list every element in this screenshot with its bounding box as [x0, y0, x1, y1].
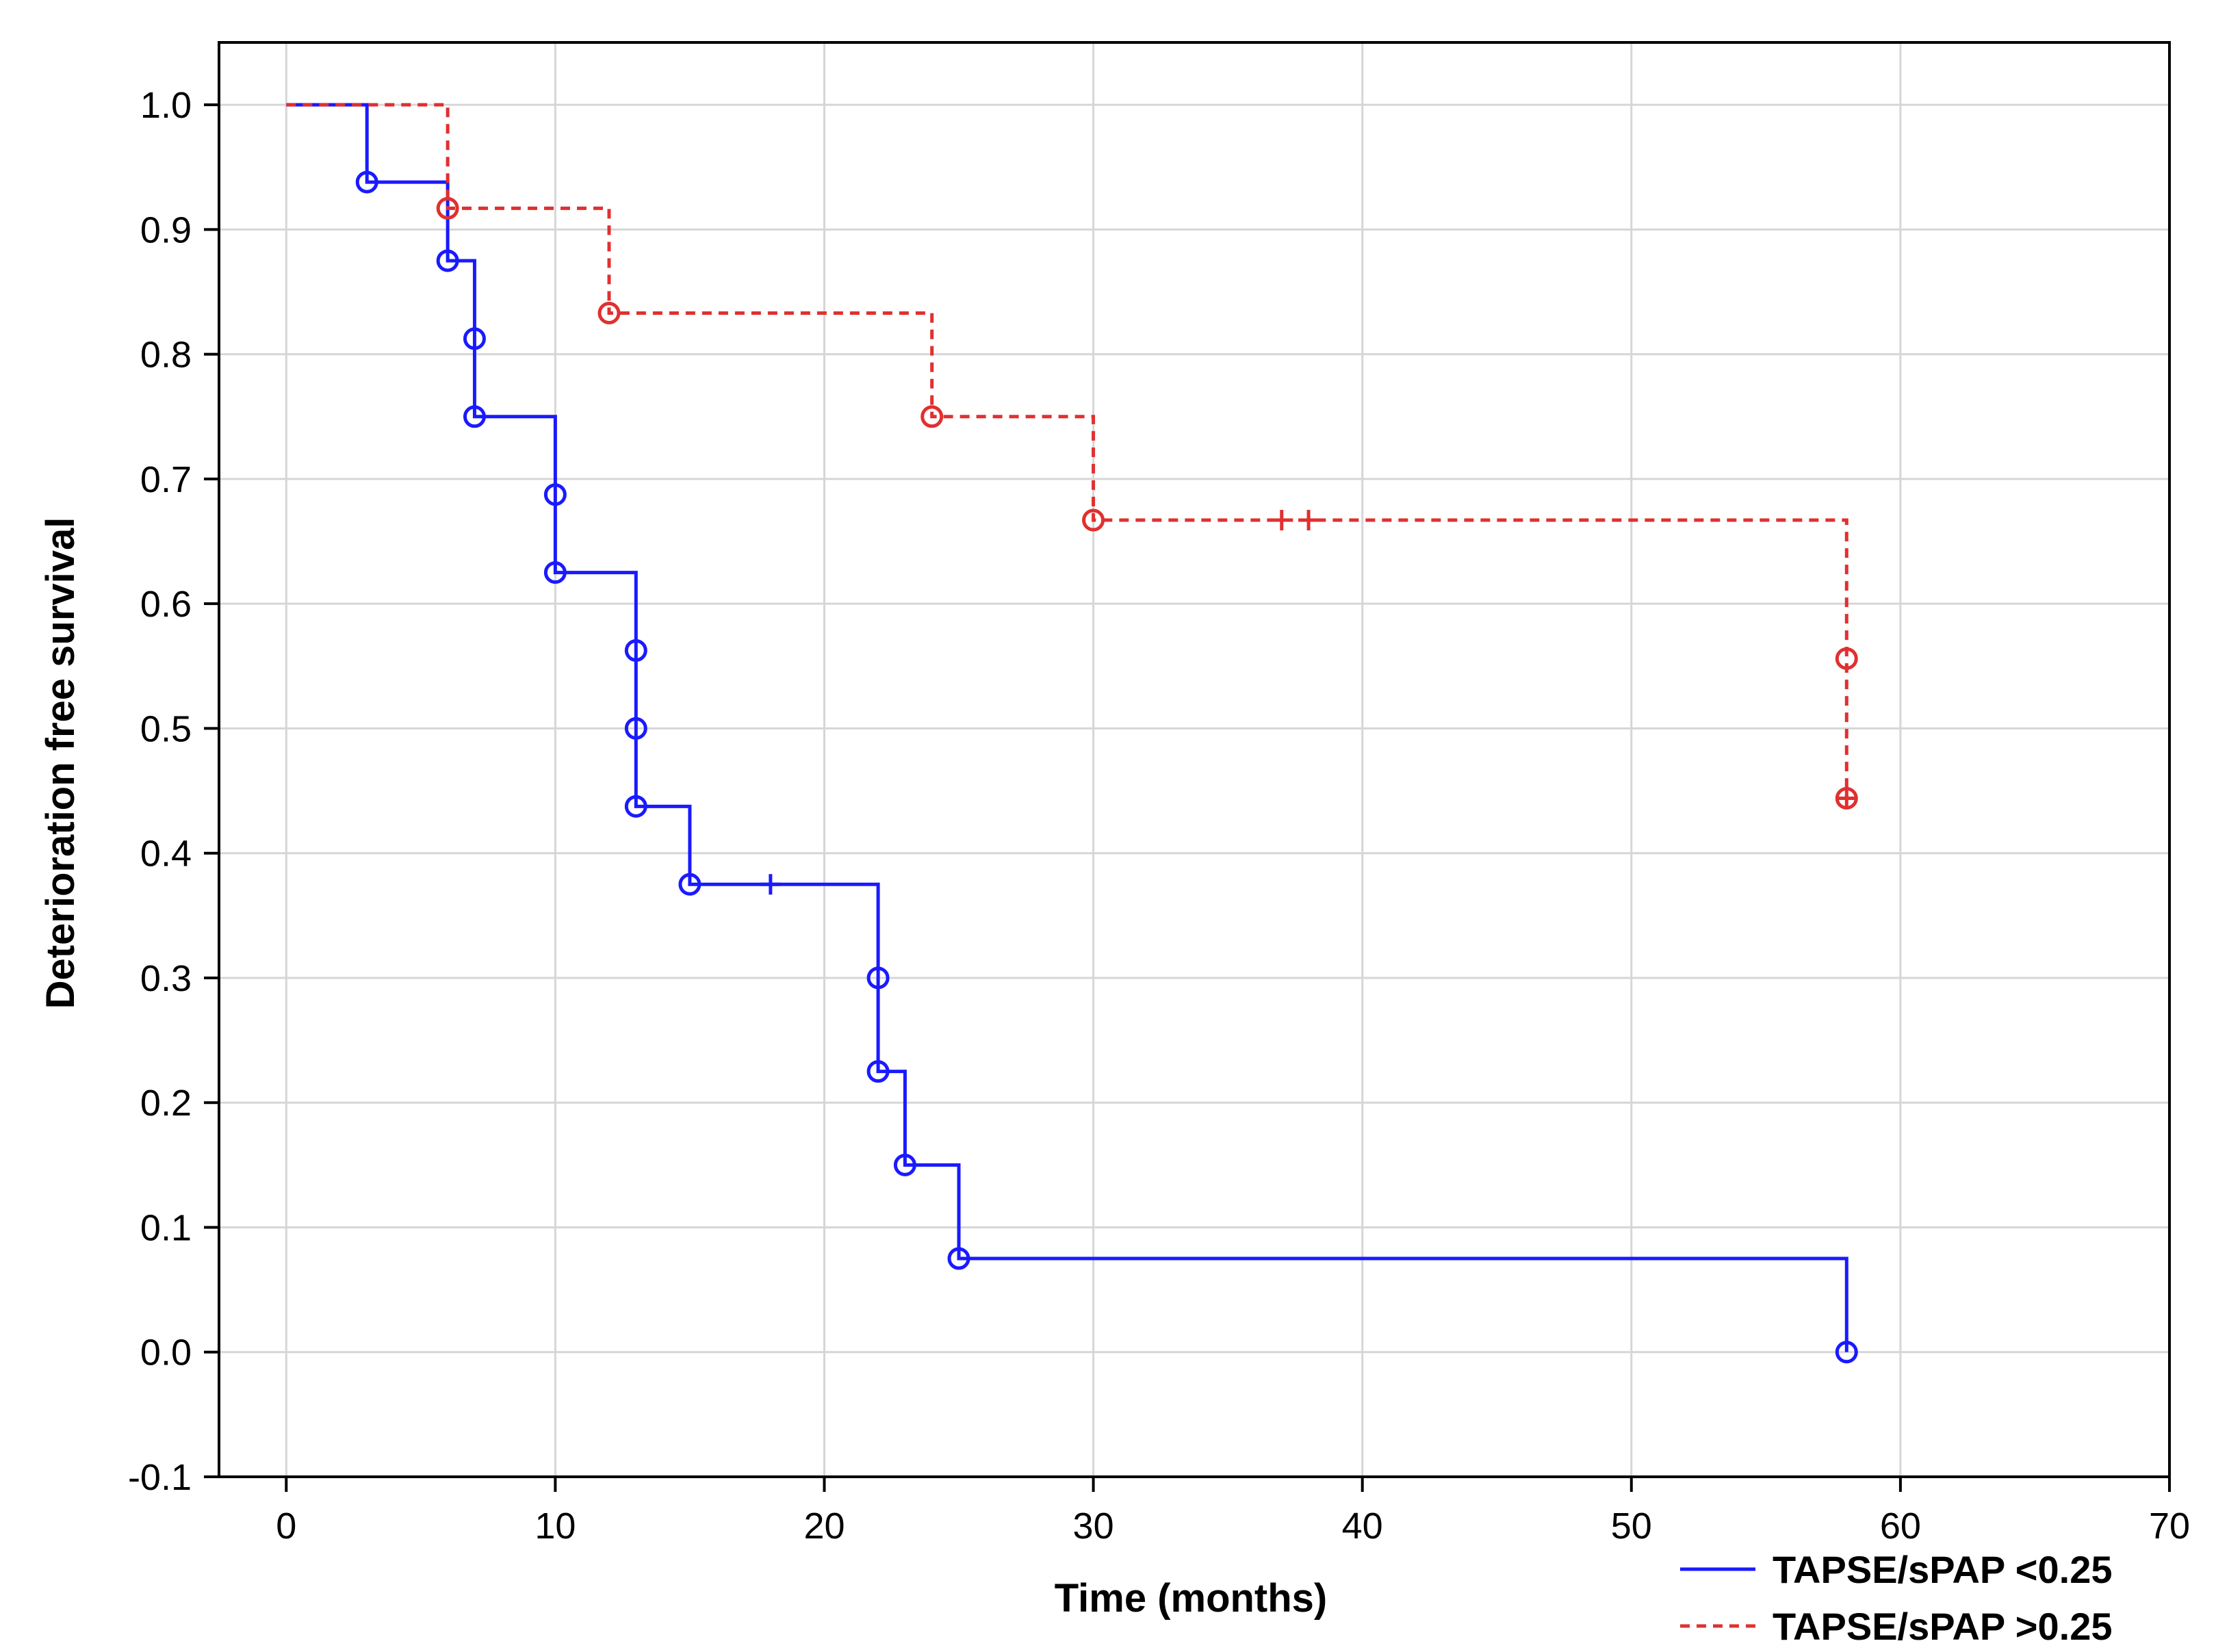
y-tick-label: 0.9: [140, 209, 192, 250]
x-tick-label: 60: [1880, 1506, 1921, 1547]
event-marker-series-1: [436, 249, 459, 272]
event-marker-series-2: [1835, 647, 1858, 670]
event-marker-series-1: [624, 717, 647, 740]
event-marker-series-1: [678, 873, 701, 896]
event-marker-series-1: [463, 327, 486, 350]
event-marker-series-1: [866, 966, 890, 990]
event-marker-series-1: [543, 561, 567, 584]
y-tick-label: 0.7: [140, 459, 192, 500]
event-marker-series-1: [947, 1247, 970, 1270]
y-axis-title: Deterioration free survival: [38, 517, 83, 1009]
x-axis-title: Time (months): [1055, 1576, 1328, 1621]
censor-mark-series-2: [1836, 788, 1857, 809]
event-marker-series-1: [543, 483, 567, 506]
legend-label-series-1: TAPSE/sPAP <0.25: [1773, 1548, 2112, 1591]
event-marker-series-2: [920, 405, 944, 428]
event-marker-series-1: [624, 639, 647, 662]
censor-mark-series-2: [1298, 510, 1319, 531]
legend: TAPSE/sPAP <0.25 TAPSE/sPAP >0.25: [1680, 1548, 2112, 1648]
event-marker-series-1: [893, 1153, 916, 1176]
y-tick-label: -0.1: [128, 1457, 192, 1498]
x-tick-label: 30: [1073, 1506, 1114, 1547]
event-marker-series-2: [597, 302, 621, 325]
x-tick-label: 20: [803, 1506, 845, 1547]
event-marker-series-1: [1835, 1341, 1858, 1364]
y-tick-label: 0.8: [140, 335, 192, 376]
y-tick-label: 0.3: [140, 958, 192, 999]
y-tick-label: 0.2: [140, 1083, 192, 1124]
y-tick-label: 0.5: [140, 708, 192, 749]
legend-label-series-2: TAPSE/sPAP >0.25: [1773, 1605, 2112, 1648]
y-tick-label: 0.0: [140, 1332, 192, 1373]
y-tick-label: 0.4: [140, 834, 192, 875]
y-tick-label: 1.0: [140, 85, 192, 126]
x-tick-label: 40: [1342, 1506, 1383, 1547]
y-tick-label: 0.1: [140, 1207, 192, 1248]
y-tick-label: 0.6: [140, 584, 192, 625]
event-marker-series-1: [866, 1060, 890, 1083]
x-tick-label: 0: [276, 1506, 296, 1547]
censor-mark-series-2: [1271, 510, 1292, 531]
event-marker-series-2: [1082, 508, 1105, 532]
event-marker-series-1: [624, 795, 647, 818]
event-marker-series-1: [355, 170, 378, 194]
event-marker-series-1: [463, 405, 486, 428]
y-axis-ticks: -0.1 0.0 0.1 0.2 0.3 0.4 0.5 0.6 0.7 0.8 0.9 1.0: [128, 85, 219, 1498]
censor-mark-series-1: [760, 874, 781, 895]
x-tick-label: 70: [2149, 1506, 2190, 1547]
x-axis-ticks: 0 10 20 30 40 50 60 70: [276, 1477, 2190, 1547]
plot-frame: [218, 41, 2171, 1478]
event-marker-series-2: [436, 196, 459, 220]
series-layer: [286, 103, 1858, 1364]
x-tick-label: 10: [534, 1506, 576, 1547]
series-line-2: [286, 103, 1848, 799]
x-tick-label: 50: [1611, 1506, 1652, 1547]
grid-lines: [219, 42, 2171, 1478]
